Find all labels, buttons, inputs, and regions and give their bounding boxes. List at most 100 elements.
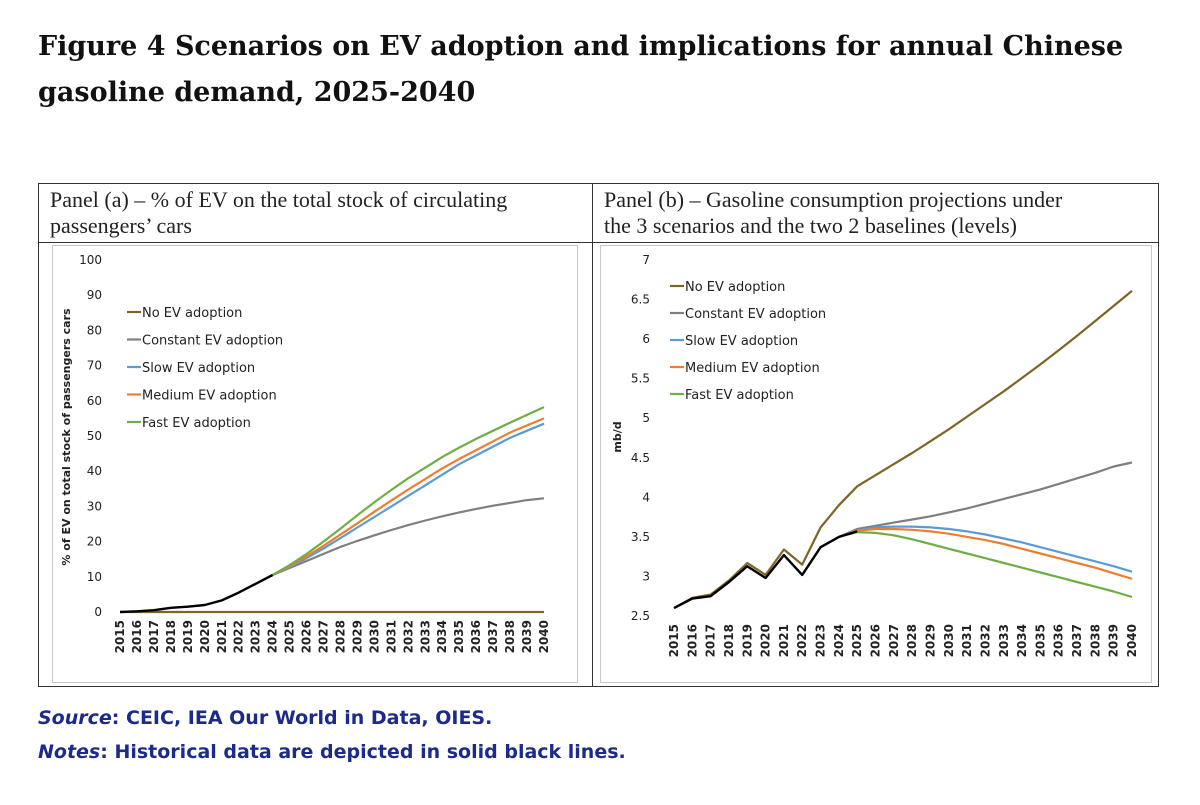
x-tick-label: 2015 [667,624,681,657]
x-tick-label: 2024 [266,620,280,653]
series-line-slow-ev-adoption [272,422,545,576]
historical-line [119,573,274,614]
x-tick-label: 2023 [249,620,263,653]
panel-divider-vertical [592,183,593,687]
x-tick-label: 2033 [418,620,432,653]
panel-b-title-line2: the 3 scenarios and the two 2 baselines … [604,213,1017,238]
x-tick-label: 2039 [1107,624,1121,657]
series-line-fast-ev-adoption [838,531,1133,599]
legend-label-no-ev-adoption: No EV adoption [142,306,242,321]
legend-label-slow-ev-adoption: Slow EV adoption [142,361,255,376]
x-tick-label: 2030 [367,620,381,653]
x-tick-label: 2027 [317,620,331,653]
y-axis-label: % of EV on total stock of passengers car… [60,308,73,566]
legend-label-slow-ev-adoption: Slow EV adoption [685,334,798,349]
y-tick-label: 100 [79,253,102,267]
x-tick-label: 2040 [537,620,551,653]
y-tick-label: 10 [87,570,102,584]
source-text: : CEIC, IEA Our World in Data, OIES. [111,707,493,729]
y-tick-label: 20 [87,535,102,549]
x-tick-label: 2016 [685,624,699,657]
x-tick-label: 2024 [832,624,846,657]
x-tick-label: 2026 [300,620,314,653]
panel-divider-horizontal [38,242,1159,243]
source-note: Source: CEIC, IEA Our World in Data, OIE… [38,707,492,729]
y-tick-label: 80 [87,323,102,337]
panels-table [38,183,1159,687]
x-tick-label: 2032 [401,620,415,653]
panel-a-title: Panel (a) – % of EV on the total stock o… [50,187,507,239]
x-tick-label: 2038 [503,620,517,653]
x-tick-label: 2034 [435,620,449,653]
notes-label: Notes [38,741,101,763]
x-tick-label: 2018 [164,620,178,653]
legend-label-constant-ev-adoption: Constant EV adoption [142,334,283,349]
series-line-constant-ev-adoption [272,497,545,577]
panel-b-title: Panel (b) – Gasoline consumption project… [604,187,1062,239]
y-tick-label: 2.5 [631,609,650,623]
y-tick-label: 6.5 [631,293,650,307]
series-line-fast-ev-adoption [272,406,545,576]
panel-a-title-line2: passengers’ cars [50,213,192,238]
x-tick-label: 2032 [978,624,992,657]
legend-label-medium-ev-adoption: Medium EV adoption [685,361,820,376]
notes-text: : Historical data are depicted in solid … [100,741,626,763]
x-tick-label: 2015 [113,620,127,653]
x-tick-label: 2031 [384,620,398,653]
x-tick-label: 2025 [850,624,864,657]
y-axis-label: mb/d [611,421,624,452]
figure-label: Figure 4 [38,31,166,62]
y-tick-label: 3.5 [631,530,650,544]
panel-a-title-line1: Panel (a) – % of EV on the total stock o… [50,187,508,212]
x-tick-label: 2023 [814,624,828,657]
x-tick-label: 2022 [795,624,809,657]
y-tick-label: 70 [87,359,102,373]
x-tick-label: 2033 [997,624,1011,657]
x-tick-label: 2019 [740,624,754,657]
x-tick-label: 2035 [452,620,466,653]
y-tick-label: 40 [87,464,102,478]
legend-label-fast-ev-adoption: Fast EV adoption [685,388,794,403]
x-tick-label: 2036 [1052,624,1066,657]
x-tick-label: 2017 [147,620,161,653]
y-tick-label: 7 [642,253,650,267]
x-tick-label: 2037 [1070,624,1084,657]
x-tick-label: 2035 [1033,624,1047,657]
series-line-slow-ev-adoption [838,525,1133,573]
x-tick-label: 2029 [923,624,937,657]
series-line-no-ev-adoption [673,290,1133,610]
panel-a-plot-area [52,245,578,683]
x-tick-label: 2022 [232,620,246,653]
x-tick-label: 2038 [1088,624,1102,657]
x-tick-label: 2018 [722,624,736,657]
x-tick-label: 2021 [777,624,791,657]
y-tick-label: 5.5 [631,372,650,386]
figure-title: Figure 4 Scenarios on EV adoption and im… [38,24,1158,116]
legend-label-no-ev-adoption: No EV adoption [685,280,785,295]
x-tick-label: 2020 [759,624,773,657]
x-tick-label: 2025 [283,620,297,653]
x-tick-label: 2027 [887,624,901,657]
series-line-medium-ev-adoption [838,527,1133,580]
x-tick-label: 2040 [1125,624,1139,657]
y-tick-label: 60 [87,394,102,408]
y-tick-label: 0 [94,605,102,619]
y-tick-label: 3 [642,569,650,583]
x-tick-label: 2031 [960,624,974,657]
x-tick-label: 2036 [469,620,483,653]
x-tick-label: 2026 [869,624,883,657]
y-tick-label: 90 [87,288,102,302]
notes-note: Notes: Historical data are depicted in s… [38,741,626,763]
series-line-medium-ev-adoption [272,417,545,576]
legend-label-medium-ev-adoption: Medium EV adoption [142,389,277,404]
y-tick-label: 5 [642,411,650,425]
panel-b-plot-area [600,245,1152,683]
panel-b-title-line1: Panel (b) – Gasoline consumption project… [604,187,1063,212]
y-tick-label: 50 [87,429,102,443]
x-tick-label: 2034 [1015,624,1029,657]
x-tick-label: 2029 [350,620,364,653]
y-tick-label: 6 [642,332,650,346]
x-tick-label: 2039 [520,620,534,653]
